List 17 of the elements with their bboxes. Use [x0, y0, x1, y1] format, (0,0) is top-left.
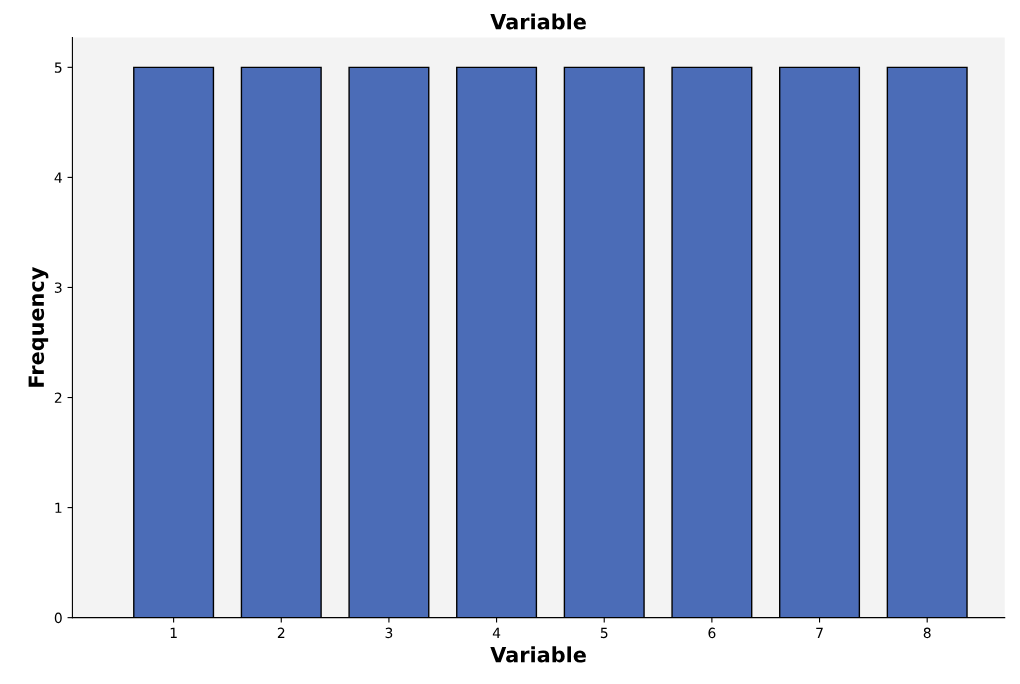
x-tick-label: 1 [170, 627, 177, 638]
y-tick-label: 4 [54, 172, 62, 183]
y-axis-title: Frequency [28, 267, 49, 387]
y-tick-label: 2 [54, 392, 62, 403]
y-tick-label: 5 [54, 62, 62, 73]
x-axis-title: Variable [490, 646, 586, 663]
x-tick-label: 3 [385, 627, 393, 639]
y-tick-label: 0 [54, 612, 62, 624]
y-tick-label: 1 [55, 502, 62, 513]
x-tick-label: 8 [923, 627, 931, 639]
x-tick-label: 7 [816, 627, 823, 638]
x-tick-label: 4 [492, 627, 501, 638]
x-tick-label: 5 [600, 627, 608, 639]
x-tick-label: 6 [708, 627, 716, 639]
chart-title: Variable [490, 13, 586, 30]
x-tick-label: 2 [277, 627, 285, 638]
y-tick-label: 3 [54, 282, 62, 293]
